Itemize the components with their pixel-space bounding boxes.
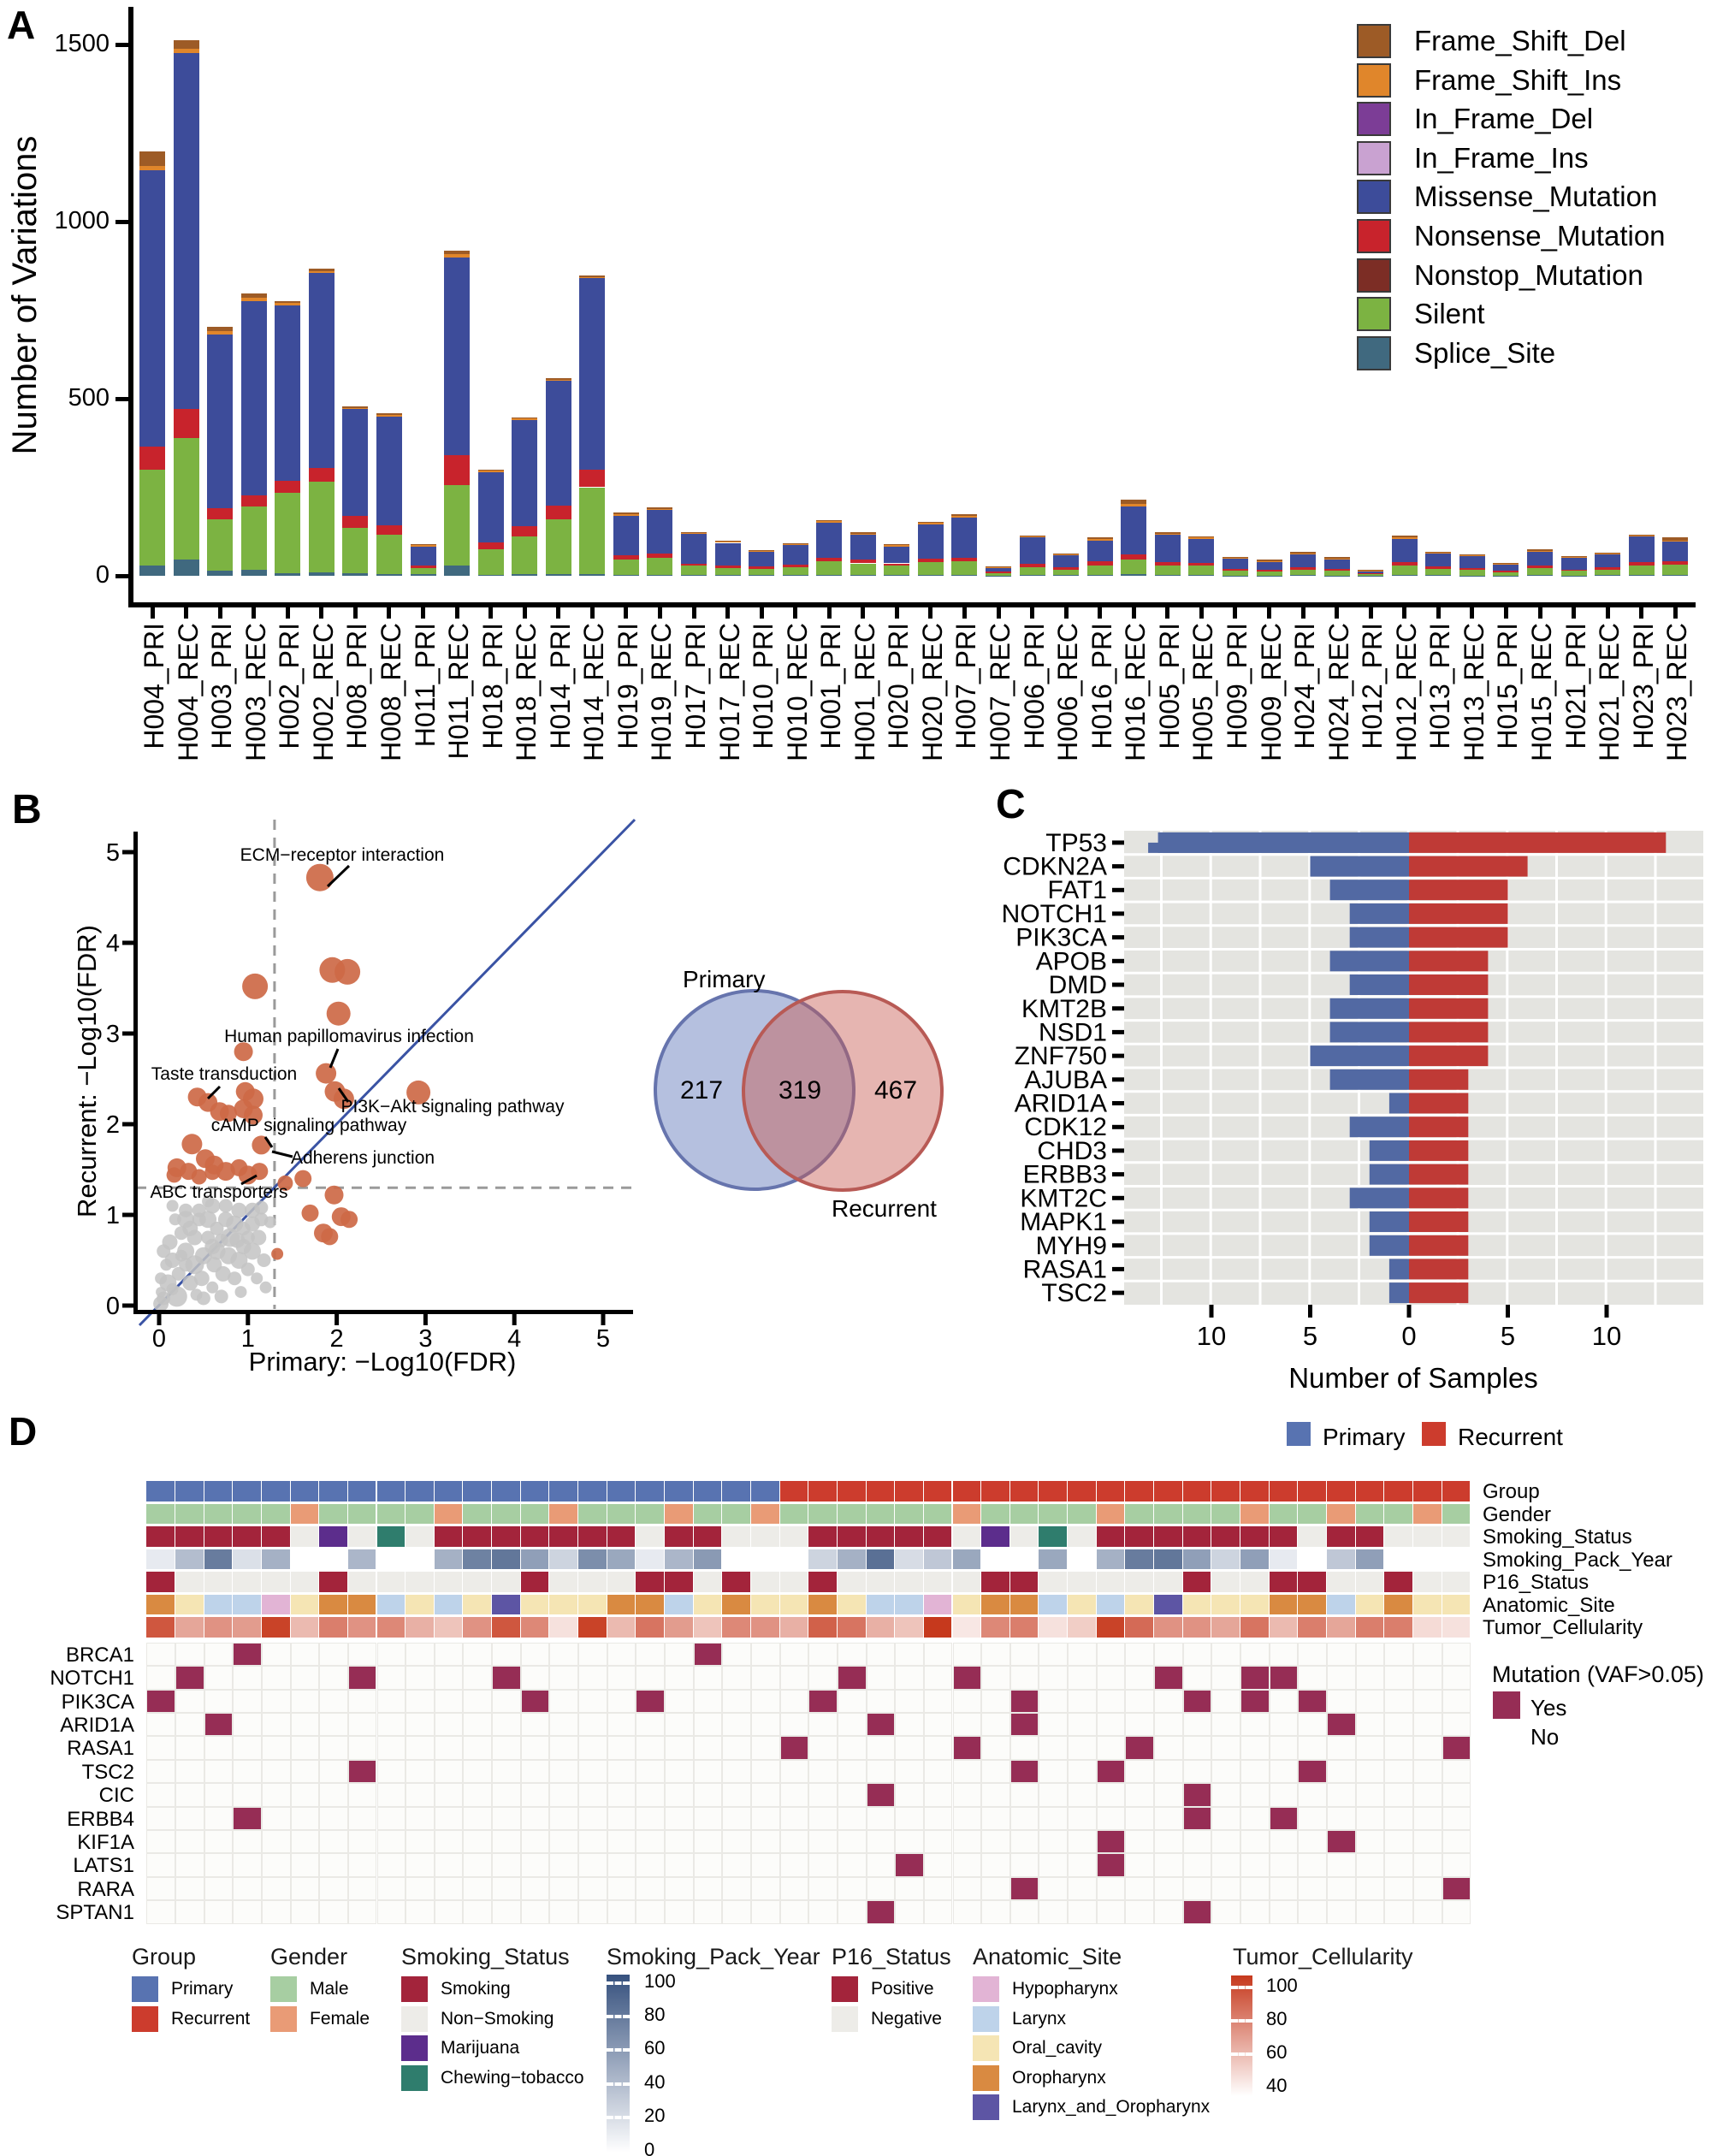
- svg-text:Recurrent: −Log10(FDR): Recurrent: −Log10(FDR): [72, 925, 102, 1217]
- svg-text:5: 5: [106, 839, 120, 867]
- svg-text:5: 5: [596, 1325, 610, 1353]
- svg-text:KMT2B: KMT2B: [1021, 995, 1107, 1023]
- svg-text:PI3K−Akt signaling pathway: PI3K−Akt signaling pathway: [341, 1097, 565, 1116]
- svg-text:0: 0: [106, 1293, 120, 1320]
- svg-text:AJUBA: AJUBA: [1024, 1066, 1107, 1094]
- svg-text:Human papillomavirus infection: Human papillomavirus infection: [224, 1027, 474, 1046]
- svg-text:CDK12: CDK12: [1024, 1113, 1107, 1141]
- svg-text:4: 4: [106, 930, 120, 957]
- svg-text:MYH9: MYH9: [1036, 1232, 1107, 1260]
- svg-text:PIK3CA: PIK3CA: [1015, 924, 1107, 952]
- svg-text:B: B: [12, 787, 42, 832]
- svg-text:467: 467: [874, 1076, 917, 1105]
- svg-text:ECM−receptor interaction: ECM−receptor interaction: [240, 845, 445, 865]
- svg-text:APOB: APOB: [1036, 947, 1107, 975]
- svg-text:Adherens junction: Adherens junction: [291, 1148, 435, 1168]
- svg-text:2: 2: [330, 1325, 344, 1353]
- svg-text:319: 319: [779, 1076, 821, 1105]
- svg-text:Taste transduction: Taste transduction: [151, 1064, 297, 1084]
- svg-text:5: 5: [1501, 1321, 1515, 1351]
- svg-text:TP53: TP53: [1045, 829, 1107, 857]
- svg-text:0: 0: [152, 1325, 166, 1353]
- svg-text:ZNF750: ZNF750: [1015, 1042, 1107, 1070]
- svg-text:4: 4: [507, 1325, 521, 1353]
- svg-text:Recurrent: Recurrent: [832, 1195, 937, 1222]
- svg-text:3: 3: [418, 1325, 432, 1353]
- svg-text:RASA1: RASA1: [1023, 1255, 1107, 1283]
- svg-text:1: 1: [106, 1202, 120, 1229]
- svg-text:10: 10: [1197, 1321, 1226, 1351]
- svg-text:CHD3: CHD3: [1037, 1137, 1107, 1165]
- svg-text:TSC2: TSC2: [1041, 1279, 1107, 1307]
- svg-text:KMT2C: KMT2C: [1020, 1184, 1107, 1212]
- svg-text:ERBB3: ERBB3: [1023, 1161, 1107, 1189]
- svg-text:1: 1: [241, 1325, 255, 1353]
- svg-text:2: 2: [106, 1111, 120, 1139]
- svg-text:ABC transporters: ABC transporters: [150, 1182, 287, 1202]
- svg-text:DMD: DMD: [1049, 971, 1107, 999]
- svg-text:ARID1A: ARID1A: [1015, 1090, 1107, 1118]
- svg-text:Primary: Primary: [683, 966, 765, 992]
- svg-text:Number of Samples: Number of Samples: [1288, 1362, 1538, 1394]
- svg-text:5: 5: [1303, 1321, 1317, 1351]
- svg-text:217: 217: [680, 1076, 723, 1105]
- svg-text:C: C: [996, 782, 1026, 827]
- svg-text:10: 10: [1592, 1321, 1621, 1351]
- svg-text:Primary: −Log10(FDR): Primary: −Log10(FDR): [249, 1347, 517, 1377]
- svg-text:NOTCH1: NOTCH1: [1002, 900, 1107, 928]
- svg-text:CDKN2A: CDKN2A: [1003, 853, 1107, 881]
- svg-text:cAMP signaling pathway: cAMP signaling pathway: [211, 1116, 407, 1135]
- svg-text:3: 3: [106, 1021, 120, 1048]
- svg-text:MAPK1: MAPK1: [1020, 1208, 1107, 1236]
- svg-text:NSD1: NSD1: [1039, 1018, 1107, 1046]
- svg-text:0: 0: [1401, 1321, 1416, 1351]
- svg-text:FAT1: FAT1: [1048, 876, 1107, 904]
